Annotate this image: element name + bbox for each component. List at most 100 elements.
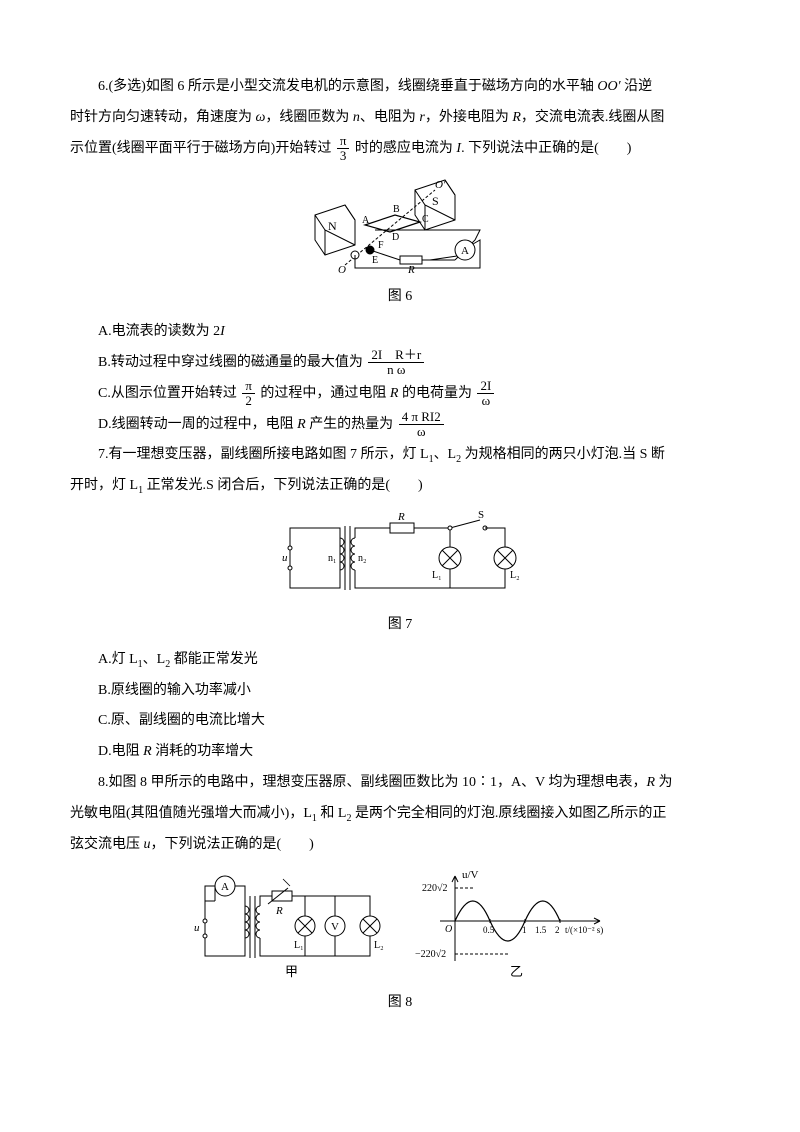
- q6-optC-b: 的过程中，通过电阻: [260, 386, 390, 401]
- q6-s2d: ，外接电阻为: [425, 110, 513, 125]
- q6-optD-frac: 4 π RI2 ω: [399, 410, 444, 440]
- q8-cap-right: 乙: [510, 964, 523, 979]
- q8-s2a: 光敏电阻(其阻值随光强增大而减小)，L: [70, 806, 312, 821]
- q8-ytop: 220√2: [422, 883, 448, 894]
- q7-s2b: 正常发光.S 闭合后，下列说法正确的是( ): [143, 478, 423, 493]
- q7-optC: C.原、副线圈的电流比增大: [98, 706, 730, 737]
- q7-L2: L₂: [510, 570, 520, 581]
- q6-optD-num: 4 π RI2: [399, 410, 444, 425]
- q8-u-label: u: [194, 922, 200, 934]
- q6-amp-label: A: [461, 245, 469, 257]
- q7-n2: n₂: [358, 553, 367, 564]
- q8-u: u: [144, 837, 151, 852]
- q6-optC-c: 的电荷量为: [398, 386, 472, 401]
- q7-line2: 开时，灯 L1 正常发光.S 闭合后，下列说法正确的是( ): [70, 471, 730, 502]
- q8-figure: A V R u L₁ L₂ 甲 u/V 220√2 −220√2 O 0.5: [70, 866, 730, 986]
- q8-s2c: 是两个完全相同的灯泡.原线圈接入如图乙所示的正: [351, 806, 666, 821]
- q6-A-label: A: [362, 215, 370, 226]
- q6-optC-2: 2: [242, 394, 255, 408]
- q6-n: n: [353, 110, 360, 125]
- q8-ybot: −220√2: [415, 949, 446, 960]
- q7-n1: n₁: [328, 553, 337, 564]
- q6-optB: B.转动过程中穿过线圈的磁通量的最大值为 2I R＋r n ω: [98, 348, 730, 379]
- q6-pi: π: [337, 134, 350, 149]
- q8-O: O: [445, 924, 452, 935]
- q8-figcap: 图 8: [70, 988, 730, 1019]
- q6-Op-label: O′: [435, 179, 446, 191]
- q6-optC-pi2: π 2: [242, 379, 255, 409]
- q6-figcap: 图 6: [70, 282, 730, 313]
- q7-optD: D.电阻 R 消耗的功率增大: [98, 737, 730, 768]
- q6-optB-a: B.转动过程中穿过线圈的磁通量的最大值为: [98, 355, 363, 370]
- q8-L1-label: L₁: [294, 940, 304, 951]
- q8-cap-left: 甲: [285, 964, 298, 979]
- q8-x1: 0.5: [483, 925, 495, 935]
- q8-s3b: ，下列说法正确的是( ): [151, 837, 314, 852]
- q6-optC-den: ω: [477, 394, 494, 408]
- q6-line1: 6.(多选)如图 6 所示是小型交流发电机的示意图，线圈绕垂直于磁场方向的水平轴…: [70, 72, 730, 103]
- q7-line1: 7.有一理想变压器，副线圈所接电路如图 7 所示，灯 L1、L2 为规格相同的两…: [70, 440, 730, 471]
- q6-Rext-label: R: [407, 264, 415, 276]
- q7-L1: L₁: [432, 570, 442, 581]
- q8-A-label: A: [221, 881, 229, 893]
- q8-line3: 弦交流电压 u，下列说法正确的是( ): [70, 830, 730, 861]
- q6-N-label: N: [328, 219, 337, 233]
- q8-R: R: [646, 775, 655, 790]
- q6-s3b: 时的感应电流为: [355, 141, 457, 156]
- q8-ylabel: u/V: [462, 869, 479, 881]
- q8-s1b: 为: [655, 775, 673, 790]
- q6-F-label: F: [378, 240, 384, 251]
- q6-s3c: . 下列说法中正确的是( ): [461, 141, 631, 156]
- q6-optC-a: C.从图示位置开始转过: [98, 386, 237, 401]
- q6-optA-a: A.电流表的读数为 2: [98, 324, 220, 339]
- q7-optD-a: D.电阻: [98, 744, 143, 759]
- q8-L2-label: L₂: [374, 940, 384, 951]
- q8-xlabel: t/(×10⁻² s): [565, 925, 603, 935]
- q6-frac-pi3: π 3: [337, 134, 350, 164]
- q6-optD: D.线圈转动一周的过程中，电阻 R 产生的热量为 4 π RI2 ω: [98, 410, 730, 441]
- q7-s1c: 为规格相同的两只小灯泡.当 S 断: [461, 447, 665, 462]
- q8-x2: 1: [522, 925, 527, 935]
- q7-s1a: 7.有一理想变压器，副线圈所接电路如图 7 所示，灯 L: [98, 447, 429, 462]
- q6-C-label: C: [422, 214, 429, 225]
- q7-optA-a: A.灯 L: [98, 652, 138, 667]
- q6-optC: C.从图示位置开始转过 π 2 的过程中，通过电阻 R 的电荷量为 2I ω: [98, 379, 730, 410]
- q6-optC-pi: π: [242, 379, 255, 394]
- q6-optC-num: 2I: [477, 379, 494, 394]
- q6-line2: 时针方向匀速转动，角速度为 ω，线圈匝数为 n、电阻为 r，外接电阻为 R，交流…: [70, 103, 730, 134]
- q6-optD-R: R: [297, 417, 306, 432]
- q7-optA-c: 都能正常发光: [170, 652, 258, 667]
- q6-optC-frac: 2I ω: [477, 379, 494, 409]
- q6-optD-a: D.线圈转动一周的过程中，电阻: [98, 417, 297, 432]
- q8-R-label: R: [275, 905, 283, 917]
- q6-s3a: 示位置(线圈平面平行于磁场方向)开始转过: [70, 141, 331, 156]
- q6-optB-frac: 2I R＋r n ω: [368, 348, 424, 378]
- q6-oo: OO′: [597, 79, 620, 94]
- q8-svg: A V R u L₁ L₂ 甲 u/V 220√2 −220√2 O 0.5: [190, 866, 610, 986]
- q8-x4: 2: [555, 925, 560, 935]
- q6-s2c: 、电阻为: [360, 110, 420, 125]
- q6-optB-den: n ω: [368, 363, 424, 377]
- q6-s2e: ，交流电流表.线圈从图: [521, 110, 665, 125]
- q6-svg: N S A B C D O O′ E F R: [300, 170, 500, 280]
- q6-s2b: ，线圈匝数为: [265, 110, 353, 125]
- q7-s1b: 、L: [434, 447, 457, 462]
- q7-optA-b: 、L: [143, 652, 166, 667]
- q8-s2b: 和 L: [317, 806, 347, 821]
- q6-D-label: D: [392, 232, 399, 243]
- q6-stem1: 6.(多选)如图 6 所示是小型交流发电机的示意图，线圈绕垂直于磁场方向的水平轴: [98, 79, 597, 94]
- q6-omega: ω: [256, 110, 266, 125]
- q6-R: R: [512, 110, 521, 125]
- q8-line1: 8.如图 8 甲所示的电路中，理想变压器原、副线圈匝数比为 10∶1，A、V 均…: [70, 768, 730, 799]
- q6-O-label: O: [338, 264, 346, 276]
- q7-S-label: S: [478, 509, 484, 521]
- q7-R-label: R: [397, 511, 405, 523]
- q8-s1a: 8.如图 8 甲所示的电路中，理想变压器原、副线圈匝数比为 10∶1，A、V 均…: [98, 775, 646, 790]
- q7-optB: B.原线圈的输入功率减小: [98, 676, 730, 707]
- q7-figcap: 图 7: [70, 610, 730, 641]
- q8-s3a: 弦交流电压: [70, 837, 144, 852]
- q7-u: u: [282, 552, 288, 564]
- q7-s2a: 开时，灯 L: [70, 478, 138, 493]
- q8-x3: 1.5: [535, 925, 547, 935]
- q6-S-label: S: [432, 194, 439, 208]
